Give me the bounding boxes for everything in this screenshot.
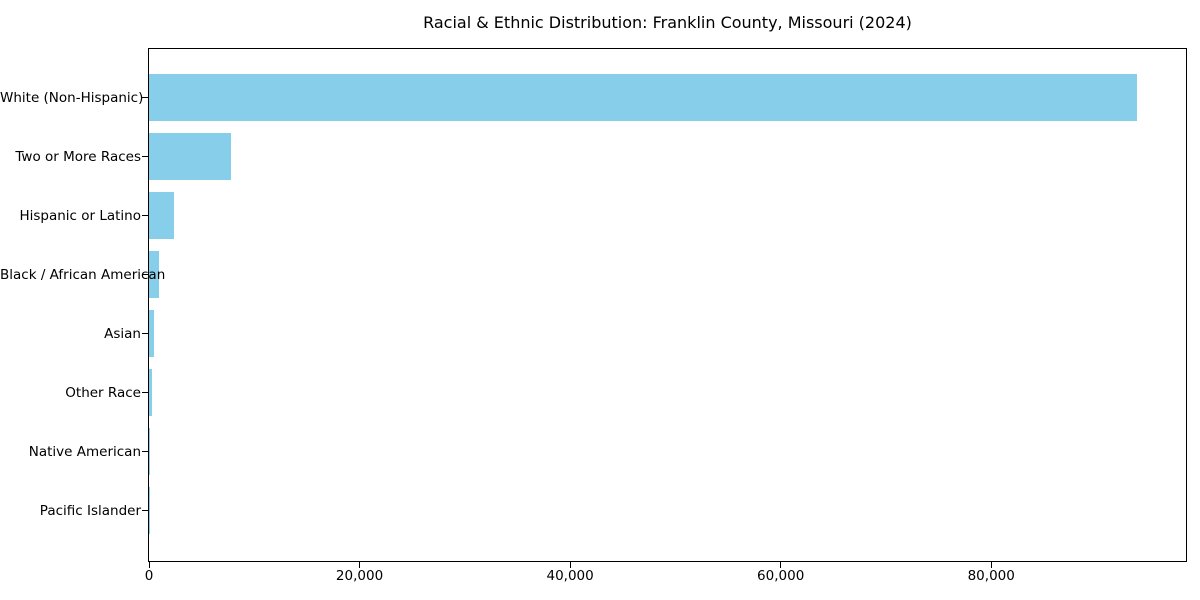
- bar: [149, 369, 153, 417]
- y-tick-mark: [142, 333, 148, 335]
- bar: [149, 310, 155, 358]
- x-axis-label: 60,000: [757, 568, 805, 584]
- x-axis-label: 20,000: [335, 568, 384, 584]
- plot-area: [148, 48, 1187, 562]
- y-axis-label: Other Race: [65, 384, 141, 401]
- x-tick-mark: [148, 562, 150, 568]
- x-tick-mark: [359, 562, 361, 568]
- y-tick-mark: [142, 274, 148, 276]
- bar: [149, 192, 175, 240]
- y-tick-mark: [142, 97, 148, 98]
- y-tick-mark: [142, 156, 148, 158]
- x-axis-label: 80,000: [967, 568, 1015, 584]
- y-tick-mark: [142, 392, 148, 394]
- y-tick-mark: [142, 510, 148, 512]
- y-axis-label: Pacific Islander: [39, 502, 141, 519]
- y-axis-label: Native American: [28, 443, 141, 460]
- x-tick-mark: [990, 562, 992, 568]
- x-axis-label: 0: [144, 568, 154, 584]
- y-axis-label: White (Non-Hispanic): [0, 89, 144, 106]
- bar: [149, 74, 1137, 121]
- x-axis-label: 40,000: [546, 568, 594, 584]
- bar: [149, 251, 159, 299]
- y-axis-label: Hispanic or Latino: [19, 207, 141, 224]
- chart-title: Racial & Ethnic Distribution: Franklin C…: [423, 13, 912, 32]
- y-axis-label: Asian: [104, 325, 141, 342]
- x-tick-mark: [569, 562, 571, 568]
- y-tick-mark: [142, 451, 148, 453]
- y-axis-label: Two or More Races: [15, 148, 141, 165]
- bar: [149, 133, 232, 181]
- y-tick-mark: [142, 215, 148, 217]
- y-axis-label: Black / African American: [0, 266, 166, 283]
- x-tick-mark: [780, 562, 782, 568]
